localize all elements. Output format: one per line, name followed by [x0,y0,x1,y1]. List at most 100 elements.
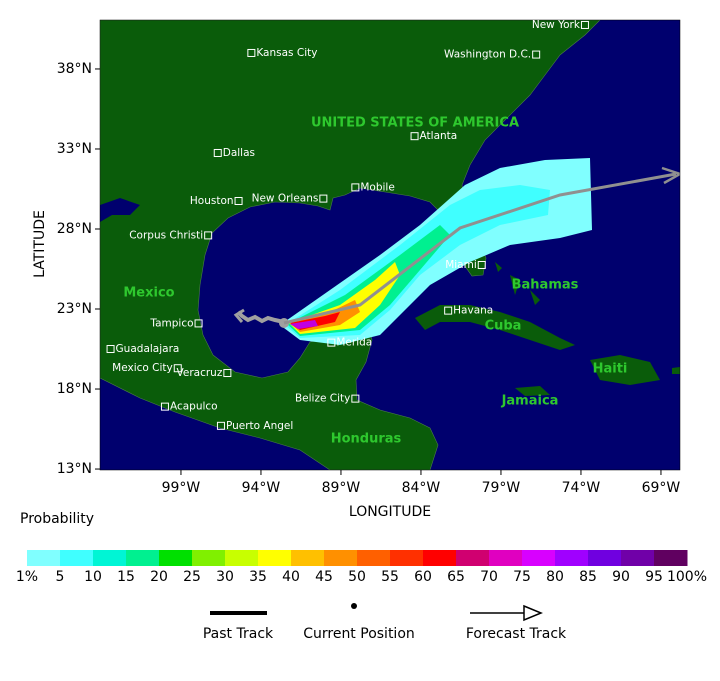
region-label: Jamaica [501,394,559,409]
city-marker [204,231,213,240]
probability-label: 25 [183,569,201,585]
past-track [236,310,285,324]
probability-swatch [258,550,292,566]
probability-label: 10 [84,569,102,585]
probability-swatch [489,550,523,566]
probability-swatch [159,550,193,566]
probability-label: 45 [315,569,333,585]
x-tick-label: 89°W [322,480,361,496]
legend-label: Past Track [203,626,274,642]
city-label: Merida [336,337,372,349]
x-tick-label: 79°W [482,480,521,496]
probability-swatch [423,550,457,566]
bahamas [495,262,540,305]
city-marker [444,306,453,315]
probability-label: 75 [513,569,531,585]
cuba [415,305,575,350]
y-axis-title: LATITUDE [32,210,48,278]
y-tick-label: 28°N [57,221,92,237]
city-label: Kansas City [256,47,317,59]
city-marker [351,183,360,192]
city-marker [216,421,225,430]
past-track-head [233,308,245,323]
probability-swatch [357,550,391,566]
y-tick-label: 38°N [57,61,92,77]
probability-label: 20 [150,569,168,585]
city-marker [213,148,222,157]
probability-swatch [555,550,589,566]
x-tick-label: 84°W [402,480,441,496]
probability-swatch [60,550,94,566]
region-label: Honduras [331,432,402,447]
probability-label: 95 [645,569,663,585]
probability-swatch [654,550,688,566]
city-marker [477,261,486,270]
probability-swatch [588,550,622,566]
city-label: Tampico [149,317,193,329]
city-marker [532,50,541,59]
forecast-track [283,172,677,325]
city-label: Mexico City [112,362,173,374]
probability-swatch [522,550,556,566]
city-marker [234,196,243,205]
city-marker [106,345,115,354]
city-label: Puerto Angel [226,420,293,432]
probability-swatch [126,550,160,566]
region-label: Cuba [485,319,522,334]
probability-label: 55 [381,569,399,585]
probability-label: 40 [282,569,300,585]
probability-swatch [456,550,490,566]
city-marker [410,132,419,141]
probability-label: 15 [117,569,135,585]
map [100,20,680,470]
probability-label: 60 [414,569,432,585]
x-tick-label: 99°W [162,480,201,496]
city-label: Miami [445,259,477,271]
legend-label: Forecast Track [466,626,567,642]
x-tick-label: 74°W [562,480,601,496]
probability-label: 80 [546,569,564,585]
city-marker [173,364,182,373]
probability-label: 65 [447,569,465,585]
probability-label: 1% [16,569,38,585]
probability-label: 100% [667,569,707,585]
forecast-track-head [661,166,680,185]
jamaica [515,386,550,396]
probability-label: 70 [480,569,498,585]
probability-label: 35 [249,569,267,585]
city-marker [247,48,256,57]
probability-label: 90 [612,569,630,585]
probability-swatch [621,550,655,566]
probability-title: Probability [20,511,94,527]
probability-swatch [93,550,127,566]
city-label: Havana [453,305,493,317]
probability-swatch [324,550,358,566]
city-marker [223,369,232,378]
x-axis-title: LONGITUDE [349,504,431,520]
puerto-rico [672,367,680,374]
city-marker [160,402,169,411]
x-tick-label: 69°W [642,480,681,496]
city-marker [319,194,328,203]
city-label: Veracruz [177,367,223,379]
probability-swatch [192,550,226,566]
y-tick-label: 18°N [57,381,92,397]
city-label: New Orleans [252,193,319,205]
city-label: Washington D.C. [444,49,531,61]
probability-swatch [27,550,61,566]
city-label: Guadalajara [116,343,180,355]
probability-label: 30 [216,569,234,585]
y-tick-label: 33°N [57,141,92,157]
region-label: Haiti [593,362,628,377]
city-label: Acapulco [170,401,218,413]
city-label: Houston [190,195,234,207]
city-marker [580,20,589,29]
region-label: Mexico [123,286,174,301]
city-marker [194,319,203,328]
hispaniola [590,355,660,385]
city-label: New York [532,19,581,31]
probability-swatch [291,550,325,566]
probability-label: 5 [56,569,65,585]
probability-label: 85 [579,569,597,585]
